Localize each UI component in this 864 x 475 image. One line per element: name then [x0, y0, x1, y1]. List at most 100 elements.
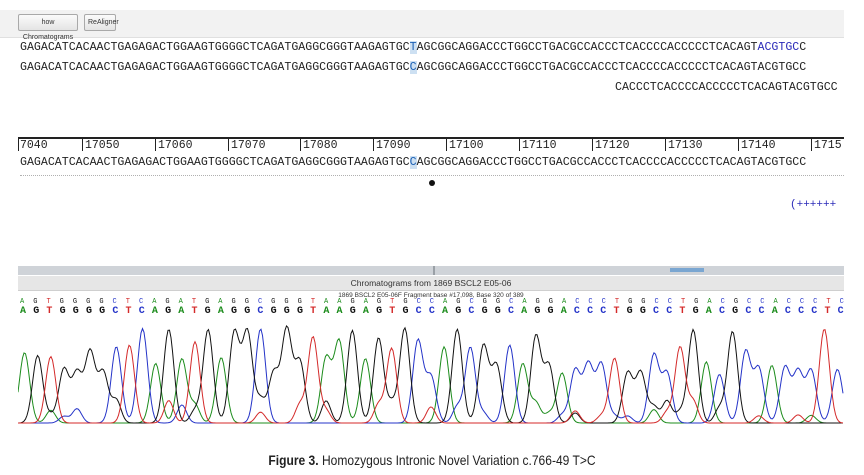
base-call-faint: C — [747, 298, 752, 306]
base-call-faint: G — [165, 298, 170, 306]
ruler-tick — [18, 138, 19, 151]
base-call-faint: C — [588, 298, 593, 306]
ruler-tick-label: 7040 — [20, 139, 48, 152]
base-call-faint: C — [509, 298, 514, 306]
base-call: C — [718, 306, 725, 317]
ruler-tick-label: 17120 — [595, 139, 630, 152]
sequence-segment: GAGACATCACAACTGAGAGACTGGAAGTGGGGCTCAGATG… — [20, 61, 410, 74]
realigner-button[interactable]: ReAligner — [84, 14, 119, 31]
base-call: G — [85, 306, 92, 317]
base-call: C — [468, 306, 475, 317]
trace-T — [18, 328, 844, 424]
ruler-tick-label: 17140 — [741, 139, 776, 152]
base-call-faint: C — [839, 298, 844, 306]
base-call: G — [732, 306, 739, 317]
ruler-tick — [373, 138, 374, 151]
variant-base-highlight[interactable]: T — [409, 41, 417, 54]
reference-sequence-row-1: GAGACATCACAACTGAGAGACTGGAAGTGGGGCTCAGATG… — [20, 41, 806, 55]
ruler-tick-label: 17070 — [231, 139, 266, 152]
base-call: C — [600, 306, 607, 317]
chromatogram-panel-title: Chromatograms from 1869 BSCL2 E05-06 — [18, 276, 844, 291]
base-call-faint: G — [59, 298, 64, 306]
base-call-faint: G — [482, 298, 487, 306]
sequence-segment-blue: ACGTGC — [757, 41, 800, 54]
base-call-faint: A — [152, 298, 157, 306]
base-call-faint: G — [297, 298, 302, 306]
figure-caption-text: Homozygous Intronic Novel Variation c.76… — [321, 452, 596, 468]
base-call-faint: A — [218, 298, 223, 306]
base-call-faint: G — [284, 298, 289, 306]
base-call: C — [745, 306, 752, 317]
variant-base-highlight[interactable]: C — [409, 156, 417, 169]
variant-marker-dot — [429, 180, 435, 186]
base-call-faint: C — [112, 298, 117, 306]
base-call: C — [573, 306, 580, 317]
ruler-tick — [155, 138, 156, 151]
base-call-faint: C — [760, 298, 765, 306]
base-call-faint: C — [138, 298, 144, 306]
ruler-tick — [811, 138, 812, 151]
base-call: G — [626, 306, 633, 317]
base-call-faint: C — [667, 298, 672, 306]
ruler-tick-label: 1715 — [814, 139, 842, 152]
base-call: G — [481, 306, 488, 317]
base-call: C — [112, 306, 119, 317]
pane-splitter[interactable] — [433, 266, 435, 275]
ruler-tick-label: 17050 — [85, 139, 120, 152]
base-call: G — [402, 306, 409, 317]
base-call: T — [310, 306, 317, 317]
sequence-segment: AGCGGCAGGACCCTGGCCTGACGCCACCCTCACCCCACCC… — [416, 61, 807, 74]
show-chromatograms-button[interactable]: how Chromatograms — [18, 14, 78, 41]
trace-G — [18, 324, 843, 424]
base-call: G — [72, 306, 79, 317]
base-call-faint: T — [390, 298, 395, 306]
base-call: T — [389, 306, 396, 317]
base-call-faint: G — [641, 298, 646, 306]
base-call: A — [521, 306, 528, 317]
base-call: C — [428, 306, 435, 317]
horizontal-scrollbar[interactable] — [18, 266, 844, 275]
base-call: A — [771, 306, 778, 317]
base-call: G — [349, 306, 356, 317]
scrollbar-thumb[interactable] — [670, 268, 704, 272]
base-call-faint: T — [826, 298, 831, 306]
base-call-faint: A — [561, 298, 567, 306]
base-call: T — [679, 306, 686, 317]
base-call: C — [587, 306, 594, 317]
variant-base-highlight[interactable]: C — [409, 61, 417, 74]
trace-A — [18, 337, 843, 424]
base-call: C — [811, 306, 818, 317]
base-call-faint: A — [20, 298, 25, 306]
ruler-tick — [82, 138, 83, 151]
base-call: A — [20, 306, 27, 317]
position-ruler — [18, 137, 844, 139]
base-call: G — [59, 306, 66, 317]
base-call-faint: T — [46, 298, 51, 306]
base-call-faint: C — [429, 298, 434, 306]
base-call-faint: A — [363, 298, 368, 306]
base-call: A — [560, 306, 567, 317]
base-call: A — [362, 306, 369, 317]
base-call-faint: G — [244, 298, 249, 306]
ruler-tick-label: 17060 — [158, 139, 193, 152]
base-call-faint: G — [271, 298, 276, 306]
base-call-faint: A — [178, 298, 183, 306]
base-call: G — [204, 306, 211, 317]
base-call-faint: A — [337, 298, 342, 306]
base-call: A — [705, 306, 712, 317]
base-call-faint: G — [231, 298, 236, 306]
base-call-faint: C — [257, 298, 263, 306]
ruler-tick — [446, 138, 447, 151]
base-call: T — [824, 306, 831, 317]
ruler-tick-label: 17130 — [668, 139, 703, 152]
sample-sequence-row: GAGACATCACAACTGAGAGACTGGAAGTGGGGCTCAGATG… — [20, 156, 806, 170]
base-call: G — [165, 306, 172, 317]
base-call-faint: G — [535, 298, 540, 306]
base-call-faint: C — [720, 298, 725, 306]
base-call: G — [547, 306, 554, 317]
base-call: G — [376, 306, 383, 317]
base-call-faint: G — [456, 298, 461, 306]
base-call-faint: T — [191, 298, 197, 306]
sequence-segment: AGCGGCAGGACCCTGGCCTGACGCCACCCTCACCCCACCC… — [416, 41, 758, 54]
base-call: C — [798, 306, 805, 317]
